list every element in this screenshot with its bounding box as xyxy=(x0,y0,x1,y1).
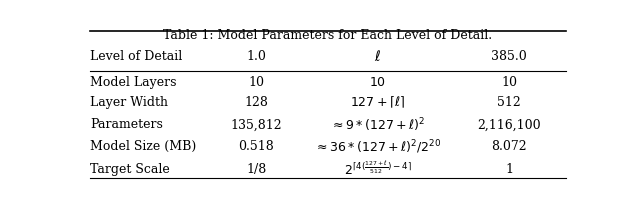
Text: 128: 128 xyxy=(244,96,268,109)
Text: Model Layers: Model Layers xyxy=(90,75,177,88)
Text: 10: 10 xyxy=(501,75,517,88)
Text: 385.0: 385.0 xyxy=(491,50,527,63)
Text: $\ell$: $\ell$ xyxy=(374,49,381,64)
Text: $127+\lceil\ell\rceil$: $127+\lceil\ell\rceil$ xyxy=(350,95,405,110)
Text: $\approx 36*(127+\ell)^2/2^{20}$: $\approx 36*(127+\ell)^2/2^{20}$ xyxy=(314,137,442,155)
Text: Layer Width: Layer Width xyxy=(90,96,168,109)
Text: Target Scale: Target Scale xyxy=(90,162,170,175)
Text: 8.072: 8.072 xyxy=(492,140,527,153)
Text: Model Size (MB): Model Size (MB) xyxy=(90,140,196,153)
Text: Table 1: Model Parameters for Each Level of Detail.: Table 1: Model Parameters for Each Level… xyxy=(163,28,493,41)
Text: 2,116,100: 2,116,100 xyxy=(477,118,541,131)
Text: 135,812: 135,812 xyxy=(230,118,282,131)
Text: 1.0: 1.0 xyxy=(246,50,266,63)
Text: 1/8: 1/8 xyxy=(246,162,266,175)
Text: 512: 512 xyxy=(497,96,521,109)
Text: 1: 1 xyxy=(505,162,513,175)
Text: 0.518: 0.518 xyxy=(238,140,274,153)
Text: Parameters: Parameters xyxy=(90,118,163,131)
Text: $10$: $10$ xyxy=(369,75,386,88)
Text: $2^{\lceil 4(\frac{127+\ell}{512})-4\rceil}$: $2^{\lceil 4(\frac{127+\ell}{512})-4\rce… xyxy=(344,160,412,177)
Text: 10: 10 xyxy=(248,75,264,88)
Text: $\approx 9*(127+\ell)^2$: $\approx 9*(127+\ell)^2$ xyxy=(330,115,425,133)
Text: Level of Detail: Level of Detail xyxy=(90,50,182,63)
